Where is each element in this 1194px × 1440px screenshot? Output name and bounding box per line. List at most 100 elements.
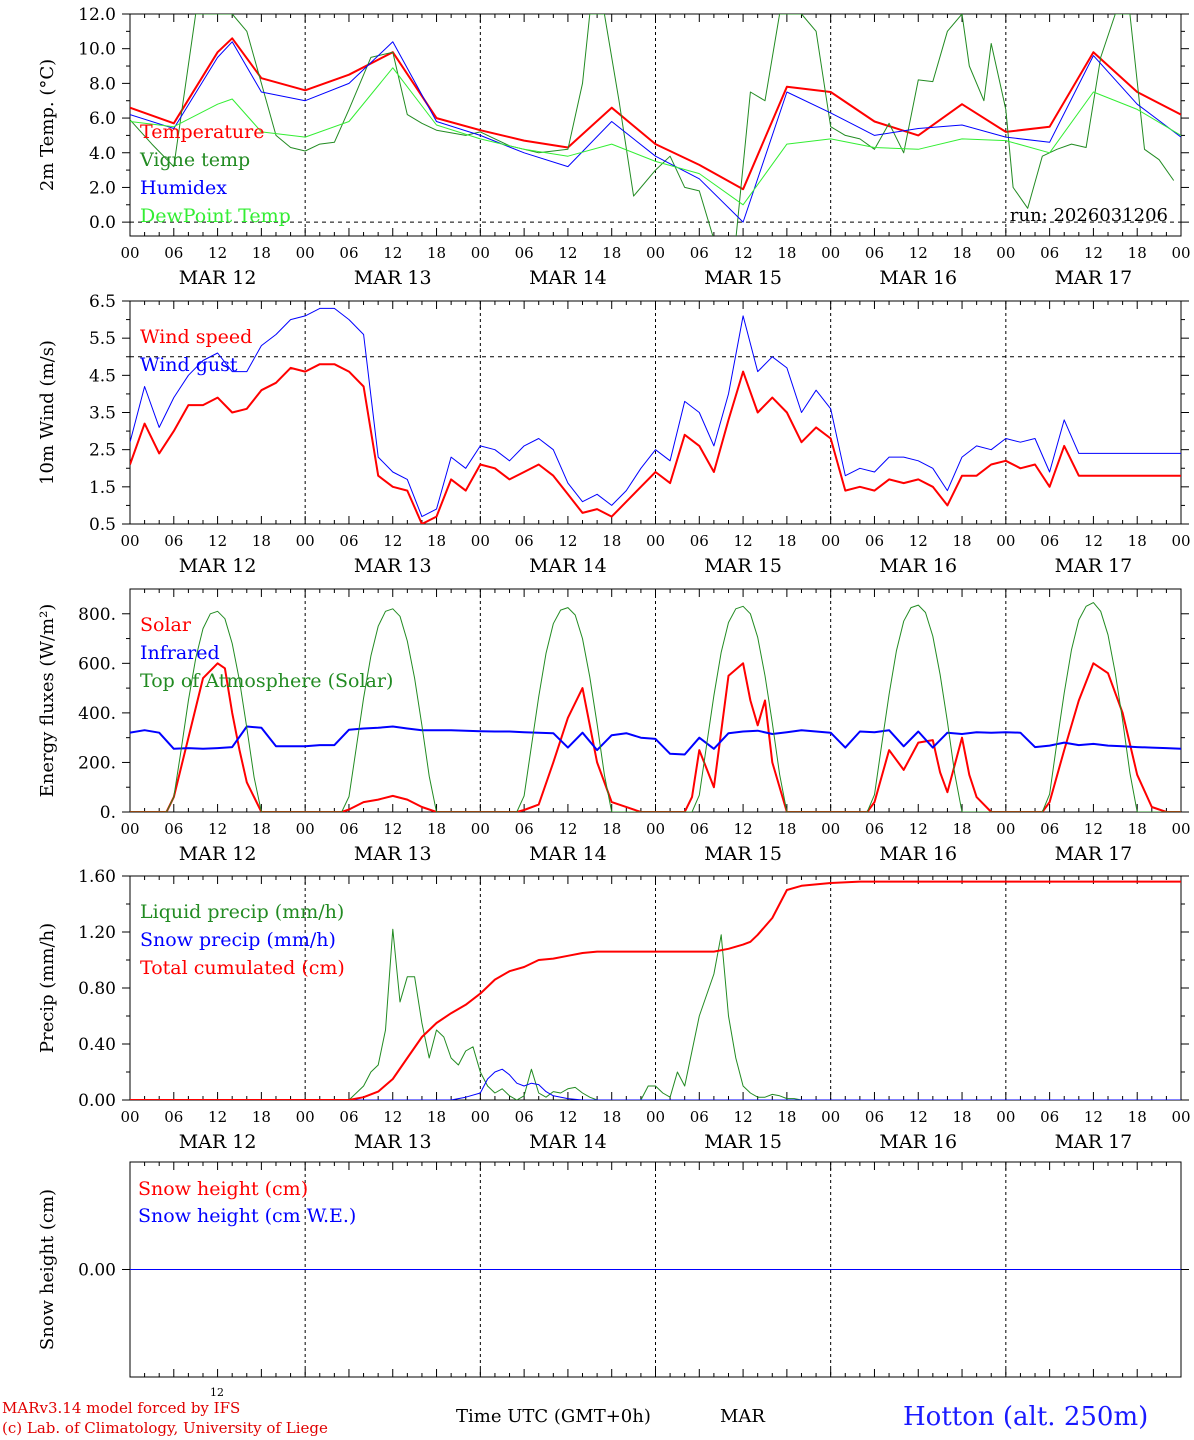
model-credit: MARv3.14 model forced by IFS bbox=[2, 1399, 241, 1417]
temp-xtick-label: 18 bbox=[427, 244, 446, 262]
precip-ytick-label: 1.60 bbox=[78, 867, 116, 887]
wind-frame bbox=[129, 300, 1182, 525]
temp-xtick-label: 18 bbox=[252, 244, 271, 262]
temp-series-vigne-temp bbox=[130, 14, 1175, 236]
precip-xtick-label: 00 bbox=[1171, 1108, 1190, 1126]
small-tick-label: 12 bbox=[210, 1386, 224, 1399]
temp-xtick-label: 00 bbox=[821, 244, 840, 262]
energy-xtick-label: 00 bbox=[821, 820, 840, 838]
panel-precip: 0.00 0.40 0.80 1.20 1.60 Precip (mm/h) 00 06 12 1… bbox=[37, 867, 1191, 1153]
energy-legend-entry: Solar bbox=[140, 614, 192, 636]
wind-xtick-label: 12 bbox=[383, 532, 402, 550]
energy-xtick-label: 12 bbox=[909, 820, 928, 838]
wind-xtick-label: 06 bbox=[690, 532, 709, 550]
precip-xtick-label: 12 bbox=[1084, 1108, 1103, 1126]
energy-series-infrared bbox=[130, 725, 1181, 756]
wind-xtick-label: 06 bbox=[164, 532, 183, 550]
wind-ytick-label: 0.5 bbox=[89, 515, 116, 535]
wind-xtick-label: 00 bbox=[120, 532, 139, 550]
precip-day-label: MAR 16 bbox=[879, 1131, 957, 1153]
precip-xtick-label: 18 bbox=[952, 1108, 971, 1126]
temp-day-label: MAR 16 bbox=[879, 267, 957, 289]
wind-day-label: MAR 15 bbox=[704, 555, 782, 577]
precip-ytick-label: 0.40 bbox=[78, 1035, 116, 1055]
precip-xtick-label: 06 bbox=[515, 1108, 534, 1126]
precip-xtick-label: 12 bbox=[734, 1108, 753, 1126]
temp-xtick-label: 06 bbox=[515, 244, 534, 262]
wind-xtick-label: 06 bbox=[865, 532, 884, 550]
energy-legend-entry: Top of Atmosphere (Solar) bbox=[140, 670, 393, 692]
precip-xtick-label: 00 bbox=[646, 1108, 665, 1126]
station-label: Hotton (alt. 250m) bbox=[903, 1402, 1149, 1432]
temp-xtick-label: 00 bbox=[120, 244, 139, 262]
energy-series-top-of-atmosphere-solar- bbox=[130, 602, 1181, 812]
temp-xtick-label: 12 bbox=[383, 244, 402, 262]
temp-xtick-label: 06 bbox=[1040, 244, 1059, 262]
panel-energy: 0. 200. 400. 600. 800. Energy fluxes (W/m²) 00… bbox=[37, 588, 1191, 865]
precip-day-label: MAR 15 bbox=[704, 1131, 782, 1153]
precip-legend-entry: Liquid precip (mm/h) bbox=[140, 901, 344, 923]
wind-legend-entry: Wind speed bbox=[140, 326, 252, 348]
precip-series-group bbox=[130, 880, 1181, 1100]
wind-xtick-label: 00 bbox=[471, 532, 490, 550]
snow-legend-entry: Snow height (cm W.E.) bbox=[138, 1205, 356, 1227]
snow-ytick-label: 0.00 bbox=[78, 1261, 116, 1281]
wind-ytick-label: 1.5 bbox=[89, 478, 116, 498]
temp-xtick-label: 06 bbox=[339, 244, 358, 262]
energy-series-solar bbox=[130, 662, 1181, 812]
temp-ytick-label: 2.0 bbox=[89, 178, 116, 198]
wind-xtick-label: 06 bbox=[339, 532, 358, 550]
temp-xtick-label: 12 bbox=[1084, 244, 1103, 262]
temp-day-label: MAR 15 bbox=[704, 267, 782, 289]
energy-xtick-label: 00 bbox=[296, 820, 315, 838]
temp-series-dewpoint-temp bbox=[130, 67, 1181, 206]
energy-day-label: MAR 17 bbox=[1055, 843, 1133, 865]
precip-xtick-label: 06 bbox=[339, 1108, 358, 1126]
wind-day-label: MAR 12 bbox=[179, 555, 257, 577]
precip-xtick-label: 18 bbox=[602, 1108, 621, 1126]
energy-ylabel: Energy fluxes (W/m²) bbox=[37, 604, 58, 798]
wind-xtick-label: 18 bbox=[777, 532, 796, 550]
temp-xtick-label: 06 bbox=[164, 244, 183, 262]
precip-xtick-label: 12 bbox=[383, 1108, 402, 1126]
wind-xtick-label: 18 bbox=[427, 532, 446, 550]
temp-series-group bbox=[130, 14, 1181, 236]
precip-xtick-label: 00 bbox=[296, 1108, 315, 1126]
energy-ytick-label: 600. bbox=[78, 654, 116, 674]
precip-xtick-label: 12 bbox=[558, 1108, 577, 1126]
wind-xtick-label: 18 bbox=[1128, 532, 1147, 550]
temp-xtick-label: 06 bbox=[690, 244, 709, 262]
wind-xtick-label: 18 bbox=[252, 532, 271, 550]
temp-xtick-label: 06 bbox=[865, 244, 884, 262]
temp-xtick-label: 18 bbox=[952, 244, 971, 262]
temp-day-label: MAR 14 bbox=[529, 267, 607, 289]
wind-xtick-label: 00 bbox=[296, 532, 315, 550]
month-label: MAR bbox=[720, 1406, 765, 1427]
temp-xtick-label: 00 bbox=[646, 244, 665, 262]
temp-series-humidex bbox=[130, 41, 1181, 223]
wind-xtick-label: 12 bbox=[558, 532, 577, 550]
precip-day-label: MAR 12 bbox=[179, 1131, 257, 1153]
precip-ytick-label: 0.80 bbox=[78, 979, 116, 999]
energy-xtick-label: 06 bbox=[164, 820, 183, 838]
wind-legend-entry: Wind gust bbox=[140, 354, 238, 376]
precip-xtick-label: 12 bbox=[909, 1108, 928, 1126]
precip-series-liquid-precip-mm-h- bbox=[130, 928, 1181, 1100]
wind-day-label: MAR 16 bbox=[879, 555, 957, 577]
lab-credit: (c) Lab. of Climatology, University of L… bbox=[2, 1419, 328, 1437]
energy-xtick-label: 12 bbox=[383, 820, 402, 838]
temp-xtick-label: 12 bbox=[734, 244, 753, 262]
temp-legend-entry: Temperature bbox=[140, 121, 264, 143]
temp-xtick-label: 18 bbox=[602, 244, 621, 262]
energy-xtick-label: 18 bbox=[1128, 820, 1147, 838]
energy-xtick-label: 06 bbox=[690, 820, 709, 838]
energy-xtick-label: 06 bbox=[339, 820, 358, 838]
precip-xtick-label: 00 bbox=[996, 1108, 1015, 1126]
snow-legend-entry: Snow height (cm) bbox=[138, 1178, 308, 1200]
temp-xtick-label: 12 bbox=[208, 244, 227, 262]
energy-xtick-label: 18 bbox=[602, 820, 621, 838]
energy-xtick-label: 18 bbox=[252, 820, 271, 838]
wind-xtick-label: 18 bbox=[952, 532, 971, 550]
wind-day-label: MAR 14 bbox=[529, 555, 607, 577]
